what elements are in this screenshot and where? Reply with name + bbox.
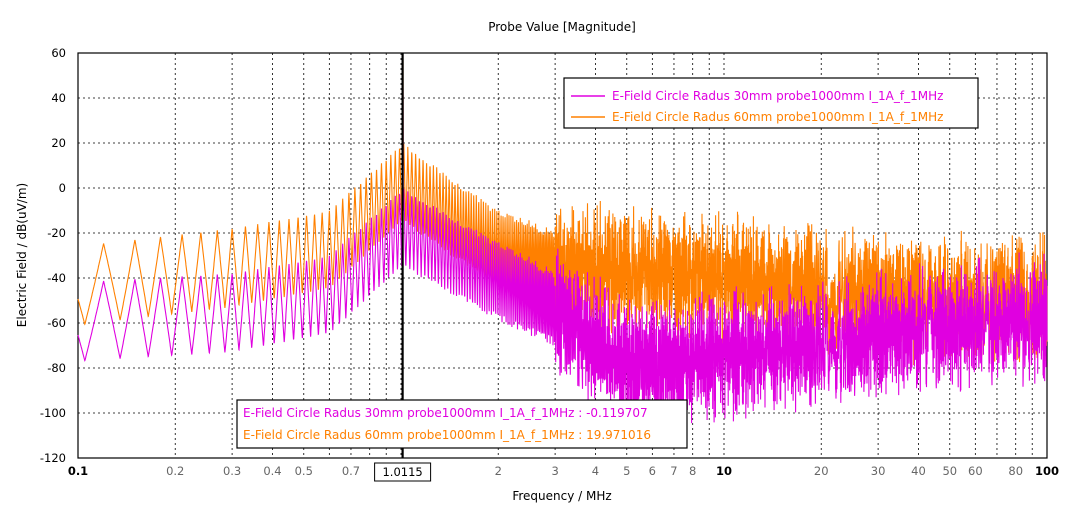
x-tick-label: 40 — [911, 464, 926, 478]
x-tick-label: 6 — [649, 464, 656, 478]
marker-readout: E-Field Circle Radus 30mm probe1000mm I_… — [236, 399, 688, 449]
readout-value-60mm: E-Field Circle Radus 60mm probe1000mm I_… — [243, 428, 651, 442]
x-tick-label: 0.1 — [68, 464, 88, 478]
legend: E-Field Circle Radus 30mm probe1000mm I_… — [563, 77, 979, 129]
x-tick-label: 7 — [670, 464, 677, 478]
x-tick-label: 0.5 — [295, 464, 313, 478]
marker-label: 1.0115 — [382, 465, 422, 479]
x-tick-label: 2 — [495, 464, 502, 478]
legend-box — [563, 77, 979, 129]
plot-frame — [77, 52, 1048, 459]
y-axis-label: Electric Field / dB(uV/m) — [15, 183, 29, 327]
marker-label-box — [374, 462, 432, 482]
x-tick-label: 0.4 — [263, 464, 281, 478]
y-tick-label: 60 — [51, 46, 66, 60]
x-tick-label: 80 — [1008, 464, 1023, 478]
y-tick-label: -20 — [47, 226, 66, 240]
readout-box — [236, 399, 688, 449]
x-tick-label: 0.3 — [223, 464, 241, 478]
x-tick-label: 10 — [716, 464, 732, 478]
x-tick-label: 60 — [968, 464, 983, 478]
y-tick-label: -80 — [47, 361, 66, 375]
y-tick-label: -120 — [40, 451, 66, 465]
y-tick-label: 20 — [51, 136, 66, 150]
x-tick-label: 5 — [623, 464, 630, 478]
x-tick-label: 8 — [689, 464, 696, 478]
x-tick-label: 0.7 — [342, 464, 360, 478]
y-tick-label: -40 — [47, 271, 66, 285]
series-line-30mm — [77, 88, 1048, 433]
legend-label-30mm: E-Field Circle Radus 30mm probe1000mm I_… — [612, 89, 943, 103]
plot-area — [77, 59, 1048, 433]
chart-title: Probe Value [Magnitude] — [488, 20, 636, 34]
x-tick-label: 20 — [814, 464, 829, 478]
y-tick-label: 0 — [59, 181, 66, 195]
y-tick-label: -100 — [40, 406, 66, 420]
readout-value-30mm: E-Field Circle Radus 30mm probe1000mm I_… — [243, 406, 648, 420]
x-tick-label: 30 — [871, 464, 886, 478]
y-tick-label: 40 — [51, 91, 66, 105]
legend-label-60mm: E-Field Circle Radus 60mm probe1000mm I_… — [612, 110, 943, 124]
x-tick-label: 3 — [551, 464, 558, 478]
x-tick-label: 4 — [592, 464, 599, 478]
x-tick-label: 0.2 — [166, 464, 184, 478]
x-tick-label: 50 — [942, 464, 957, 478]
x-axis-label: Frequency / MHz — [512, 489, 611, 503]
x-tick-label: 100 — [1035, 464, 1059, 478]
y-tick-label: -60 — [47, 316, 66, 330]
